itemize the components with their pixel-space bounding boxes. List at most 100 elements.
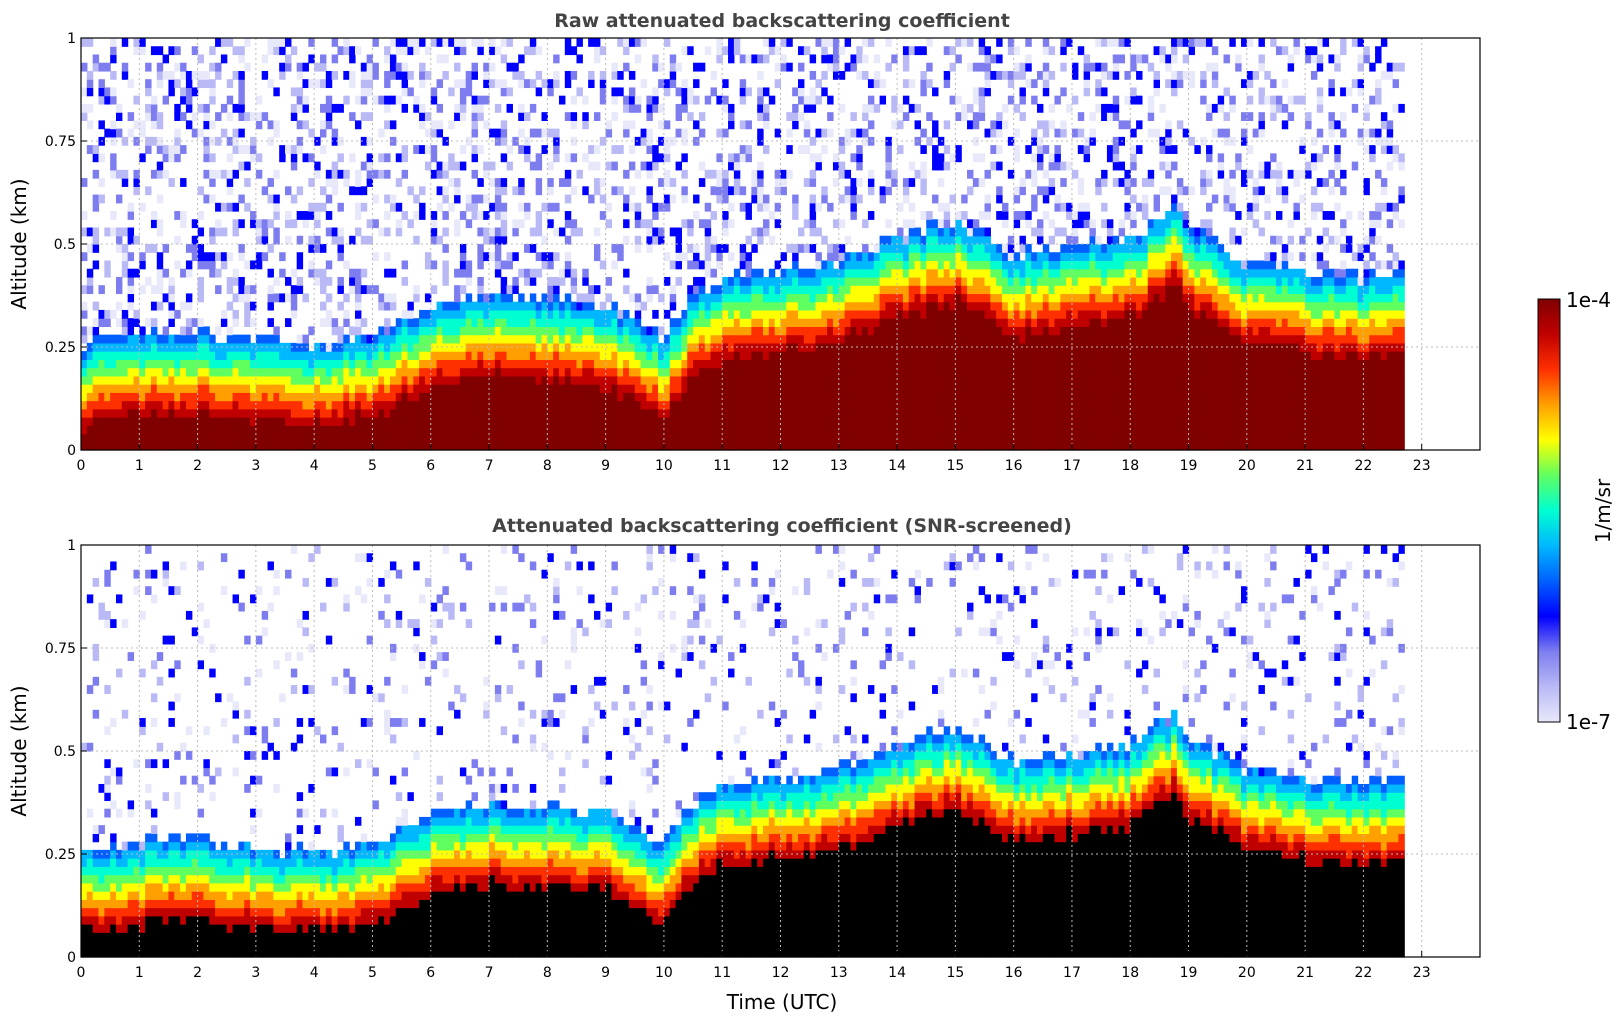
heatmap-cell <box>494 342 502 352</box>
heatmap-cell <box>156 351 164 360</box>
heatmap-cell <box>926 433 933 443</box>
heatmap-cell <box>541 375 548 385</box>
heatmap-cell <box>809 384 817 393</box>
heatmap-cell <box>961 359 968 369</box>
heatmap-cell <box>92 425 100 435</box>
heatmap-cell <box>745 153 752 163</box>
heatmap-cell <box>943 293 951 303</box>
heatmap-cell <box>354 293 362 303</box>
heatmap-cell <box>215 392 222 402</box>
heatmap-cell <box>757 425 764 435</box>
heatmap-cell <box>145 359 152 369</box>
heatmap-cell <box>780 186 787 196</box>
heatmap-cell <box>407 441 414 451</box>
heatmap-cell <box>296 334 304 344</box>
heatmap-cell <box>850 202 857 212</box>
heatmap-cell <box>687 392 694 402</box>
heatmap-cell <box>1060 334 1067 344</box>
heatmap-cell <box>838 433 846 443</box>
heatmap-cell <box>786 62 793 72</box>
heatmap-cell <box>471 202 478 212</box>
heatmap-cell <box>576 359 583 369</box>
heatmap-cell <box>1054 260 1061 270</box>
heatmap-cell <box>110 70 117 80</box>
heatmap-cell <box>955 211 962 220</box>
heatmap-cell <box>663 169 671 179</box>
heatmap-cell <box>623 194 630 204</box>
heatmap-cell <box>972 112 980 121</box>
heatmap-cell <box>879 186 887 196</box>
heatmap-cell <box>104 62 111 72</box>
heatmap-cell <box>821 326 828 336</box>
heatmap-cell <box>220 318 228 327</box>
heatmap-cell <box>593 351 601 360</box>
heatmap-cell <box>640 433 648 443</box>
heatmap-cell <box>722 384 729 393</box>
heatmap-cell <box>535 375 543 385</box>
heatmap-cell <box>360 425 368 435</box>
heatmap-cell <box>255 95 263 105</box>
heatmap-cell <box>623 351 630 360</box>
heatmap-cell <box>442 38 449 47</box>
heatmap-cell <box>1025 326 1032 336</box>
heatmap-cell <box>897 384 904 393</box>
heatmap-cell <box>384 400 391 410</box>
heatmap-cell <box>920 351 927 360</box>
heatmap-cell <box>967 351 974 360</box>
heatmap-cell <box>972 367 980 377</box>
heatmap-cell <box>879 252 887 262</box>
heatmap-cell <box>389 120 397 130</box>
heatmap-cell <box>401 87 409 97</box>
heatmap-cell <box>174 46 181 56</box>
heatmap-cell <box>967 441 974 451</box>
heatmap-cell <box>1036 136 1044 146</box>
heatmap-cell <box>477 425 484 435</box>
heatmap-cell <box>623 334 630 344</box>
heatmap-cell <box>675 326 682 336</box>
heatmap-cell <box>442 70 449 80</box>
heatmap-cell <box>757 268 764 278</box>
heatmap-cell <box>949 326 956 336</box>
heatmap-cell <box>652 417 659 426</box>
heatmap-cell <box>494 252 502 262</box>
heatmap-cell <box>990 334 997 344</box>
heatmap-cell <box>302 153 309 163</box>
heatmap-cell <box>797 367 805 377</box>
heatmap-cell <box>535 351 543 360</box>
heatmap-cell <box>599 79 607 89</box>
heatmap-cell <box>121 425 129 435</box>
heatmap-cell <box>984 334 991 344</box>
heatmap-cell <box>722 227 729 237</box>
heatmap-cell <box>535 408 543 418</box>
heatmap-cell <box>384 318 391 327</box>
heatmap-cell <box>395 400 403 410</box>
heatmap-cell <box>570 326 578 336</box>
heatmap-cell <box>920 178 927 187</box>
heatmap-cell <box>634 301 642 311</box>
heatmap-cell <box>389 425 397 435</box>
heatmap-cell <box>990 359 997 369</box>
heatmap-cell <box>757 351 764 360</box>
heatmap-cell <box>599 260 607 270</box>
heatmap-cell <box>308 326 315 336</box>
heatmap-cell <box>354 392 362 402</box>
heatmap-cell <box>448 334 455 344</box>
heatmap-cell <box>168 433 175 443</box>
heatmap-cell <box>238 194 245 204</box>
heatmap-cell <box>955 392 962 402</box>
heatmap-cell <box>81 178 88 187</box>
heatmap-cell <box>296 359 304 369</box>
heatmap-cell <box>739 384 747 393</box>
heatmap-cell <box>244 433 251 443</box>
heatmap-cell <box>827 112 834 121</box>
heatmap-cell <box>518 326 525 336</box>
heatmap-cell <box>704 334 712 344</box>
heatmap-cell <box>838 309 846 319</box>
heatmap-cell <box>360 441 368 451</box>
heatmap-cell <box>663 425 671 435</box>
heatmap-cell <box>401 417 409 426</box>
heatmap-cell <box>908 285 916 295</box>
heatmap-cell <box>832 38 840 47</box>
heatmap-cell <box>215 433 222 443</box>
heatmap-cell <box>197 186 205 196</box>
